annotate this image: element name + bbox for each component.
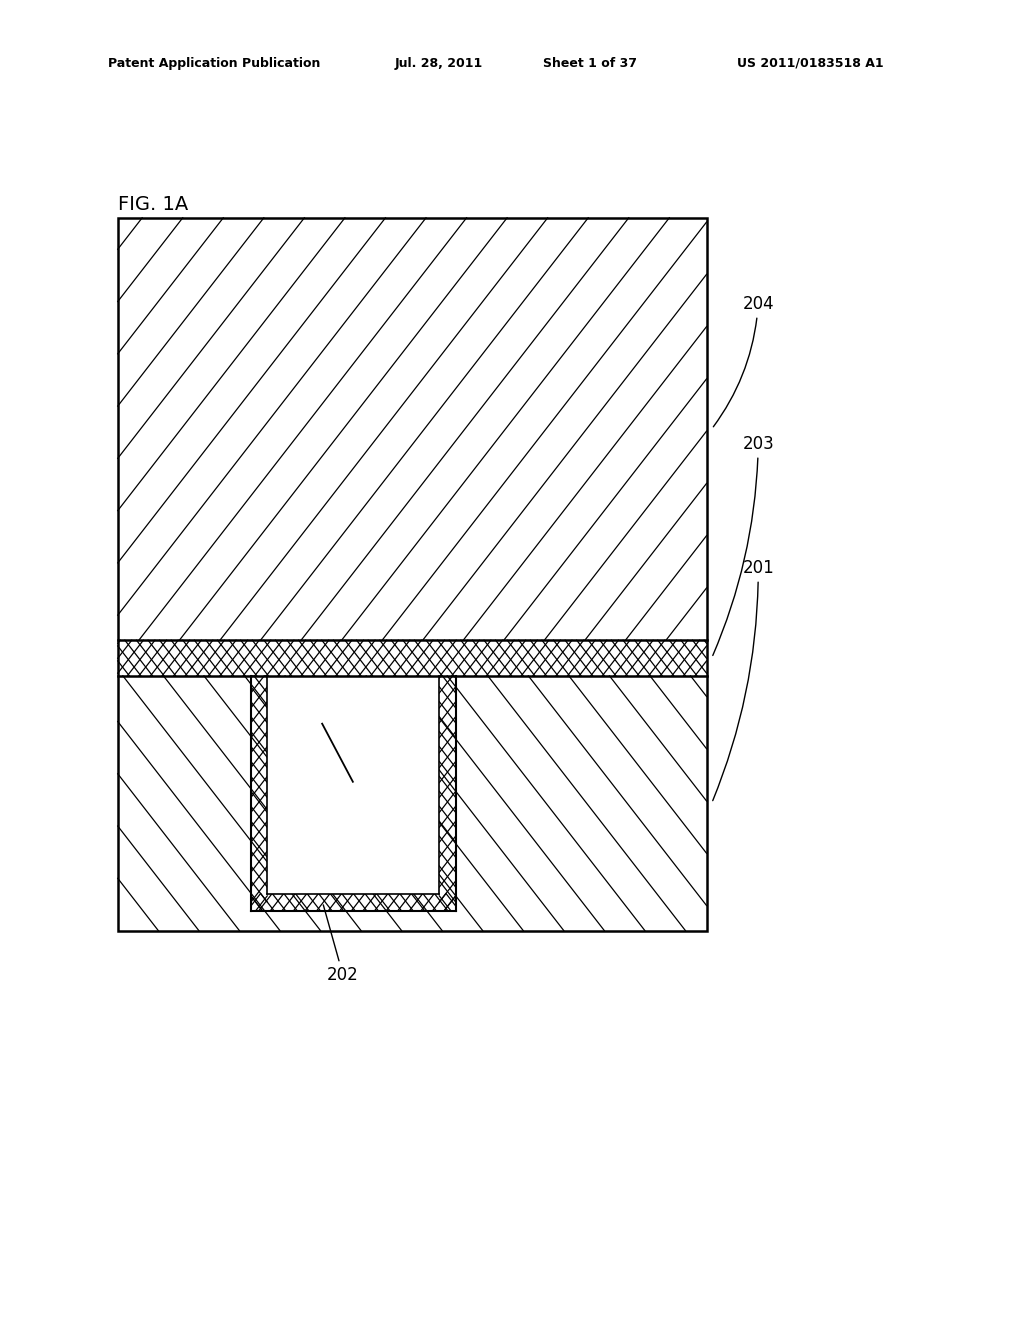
- Text: FIG. 1A: FIG. 1A: [118, 195, 188, 214]
- Text: US 2011/0183518 A1: US 2011/0183518 A1: [737, 57, 884, 70]
- Text: Jul. 28, 2011: Jul. 28, 2011: [394, 57, 482, 70]
- Text: Patent Application Publication: Patent Application Publication: [108, 57, 319, 70]
- Text: 204: 204: [714, 294, 774, 426]
- Bar: [118, 218, 707, 931]
- Text: Sheet 1 of 37: Sheet 1 of 37: [543, 57, 637, 70]
- Text: 201: 201: [713, 558, 774, 801]
- Bar: [267, 676, 439, 894]
- Text: 202: 202: [324, 906, 359, 985]
- Text: 203: 203: [713, 434, 774, 656]
